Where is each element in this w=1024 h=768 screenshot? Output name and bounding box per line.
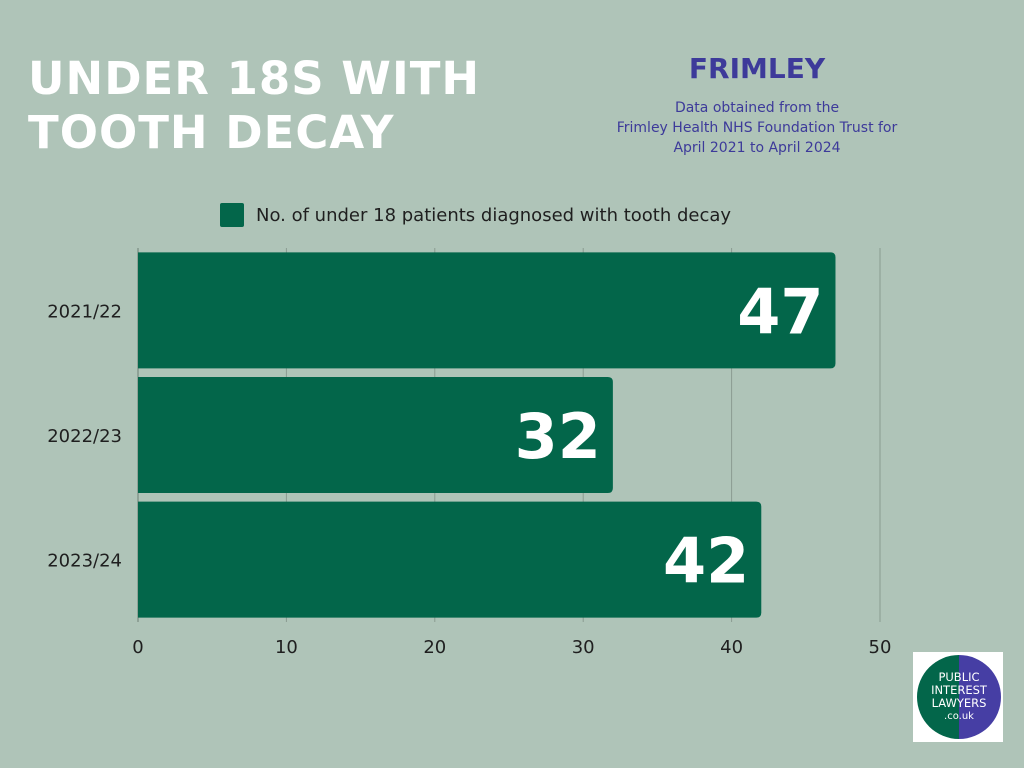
- bar: [138, 377, 613, 493]
- x-tick-label: 30: [572, 637, 595, 658]
- chart-title: UNDER 18S WITH TOOTH DECAY: [28, 52, 548, 160]
- source-note-line-3: April 2021 to April 2024: [673, 140, 841, 156]
- x-tick-label: 20: [423, 637, 446, 658]
- labels: 0 10 20 30 40 50 47 2021/22 32 2022/23 42 2023/24: [47, 275, 891, 658]
- source-note: Data obtained from the Frimley Health NH…: [584, 98, 930, 158]
- bar-value-label: 42: [663, 525, 749, 598]
- logo-line-4: .co.uk: [944, 711, 974, 722]
- source-note-line-2: Frimley Health NHS Foundation Trust for: [616, 120, 898, 136]
- legend: No. of under 18 patients diagnosed with …: [220, 203, 731, 227]
- logo-circle: PUBLIC INTEREST LAWYERS .co.uk: [917, 655, 1001, 739]
- bars: [138, 252, 836, 618]
- legend-label: No. of under 18 patients diagnosed with …: [256, 204, 732, 226]
- bar-value-label: 47: [737, 275, 823, 348]
- bar: [138, 501, 762, 618]
- x-tick-label: 10: [275, 637, 298, 658]
- x-tick-label: 50: [869, 637, 892, 658]
- y-category-label: 2021/22: [47, 301, 122, 322]
- title-line-2: TOOTH DECAY: [28, 106, 395, 159]
- y-category-label: 2023/24: [47, 551, 122, 572]
- y-category-label: 2022/23: [47, 426, 122, 447]
- x-tick-label: 40: [720, 637, 743, 658]
- x-tick-label: 0: [132, 637, 143, 658]
- public-interest-lawyers-logo: PUBLIC INTEREST LAWYERS .co.uk: [913, 652, 1003, 742]
- bar: [138, 252, 836, 369]
- brand-name: FRIMLEY: [688, 52, 826, 85]
- legend-swatch: [220, 203, 244, 227]
- source-note-line-1: Data obtained from the: [674, 100, 840, 116]
- logo-line-2: INTEREST: [931, 683, 987, 697]
- title-line-1: UNDER 18S WITH: [28, 52, 481, 105]
- logo-line-1: PUBLIC: [938, 670, 980, 684]
- bar-value-label: 32: [515, 400, 601, 473]
- logo-line-3: LAWYERS: [931, 696, 987, 710]
